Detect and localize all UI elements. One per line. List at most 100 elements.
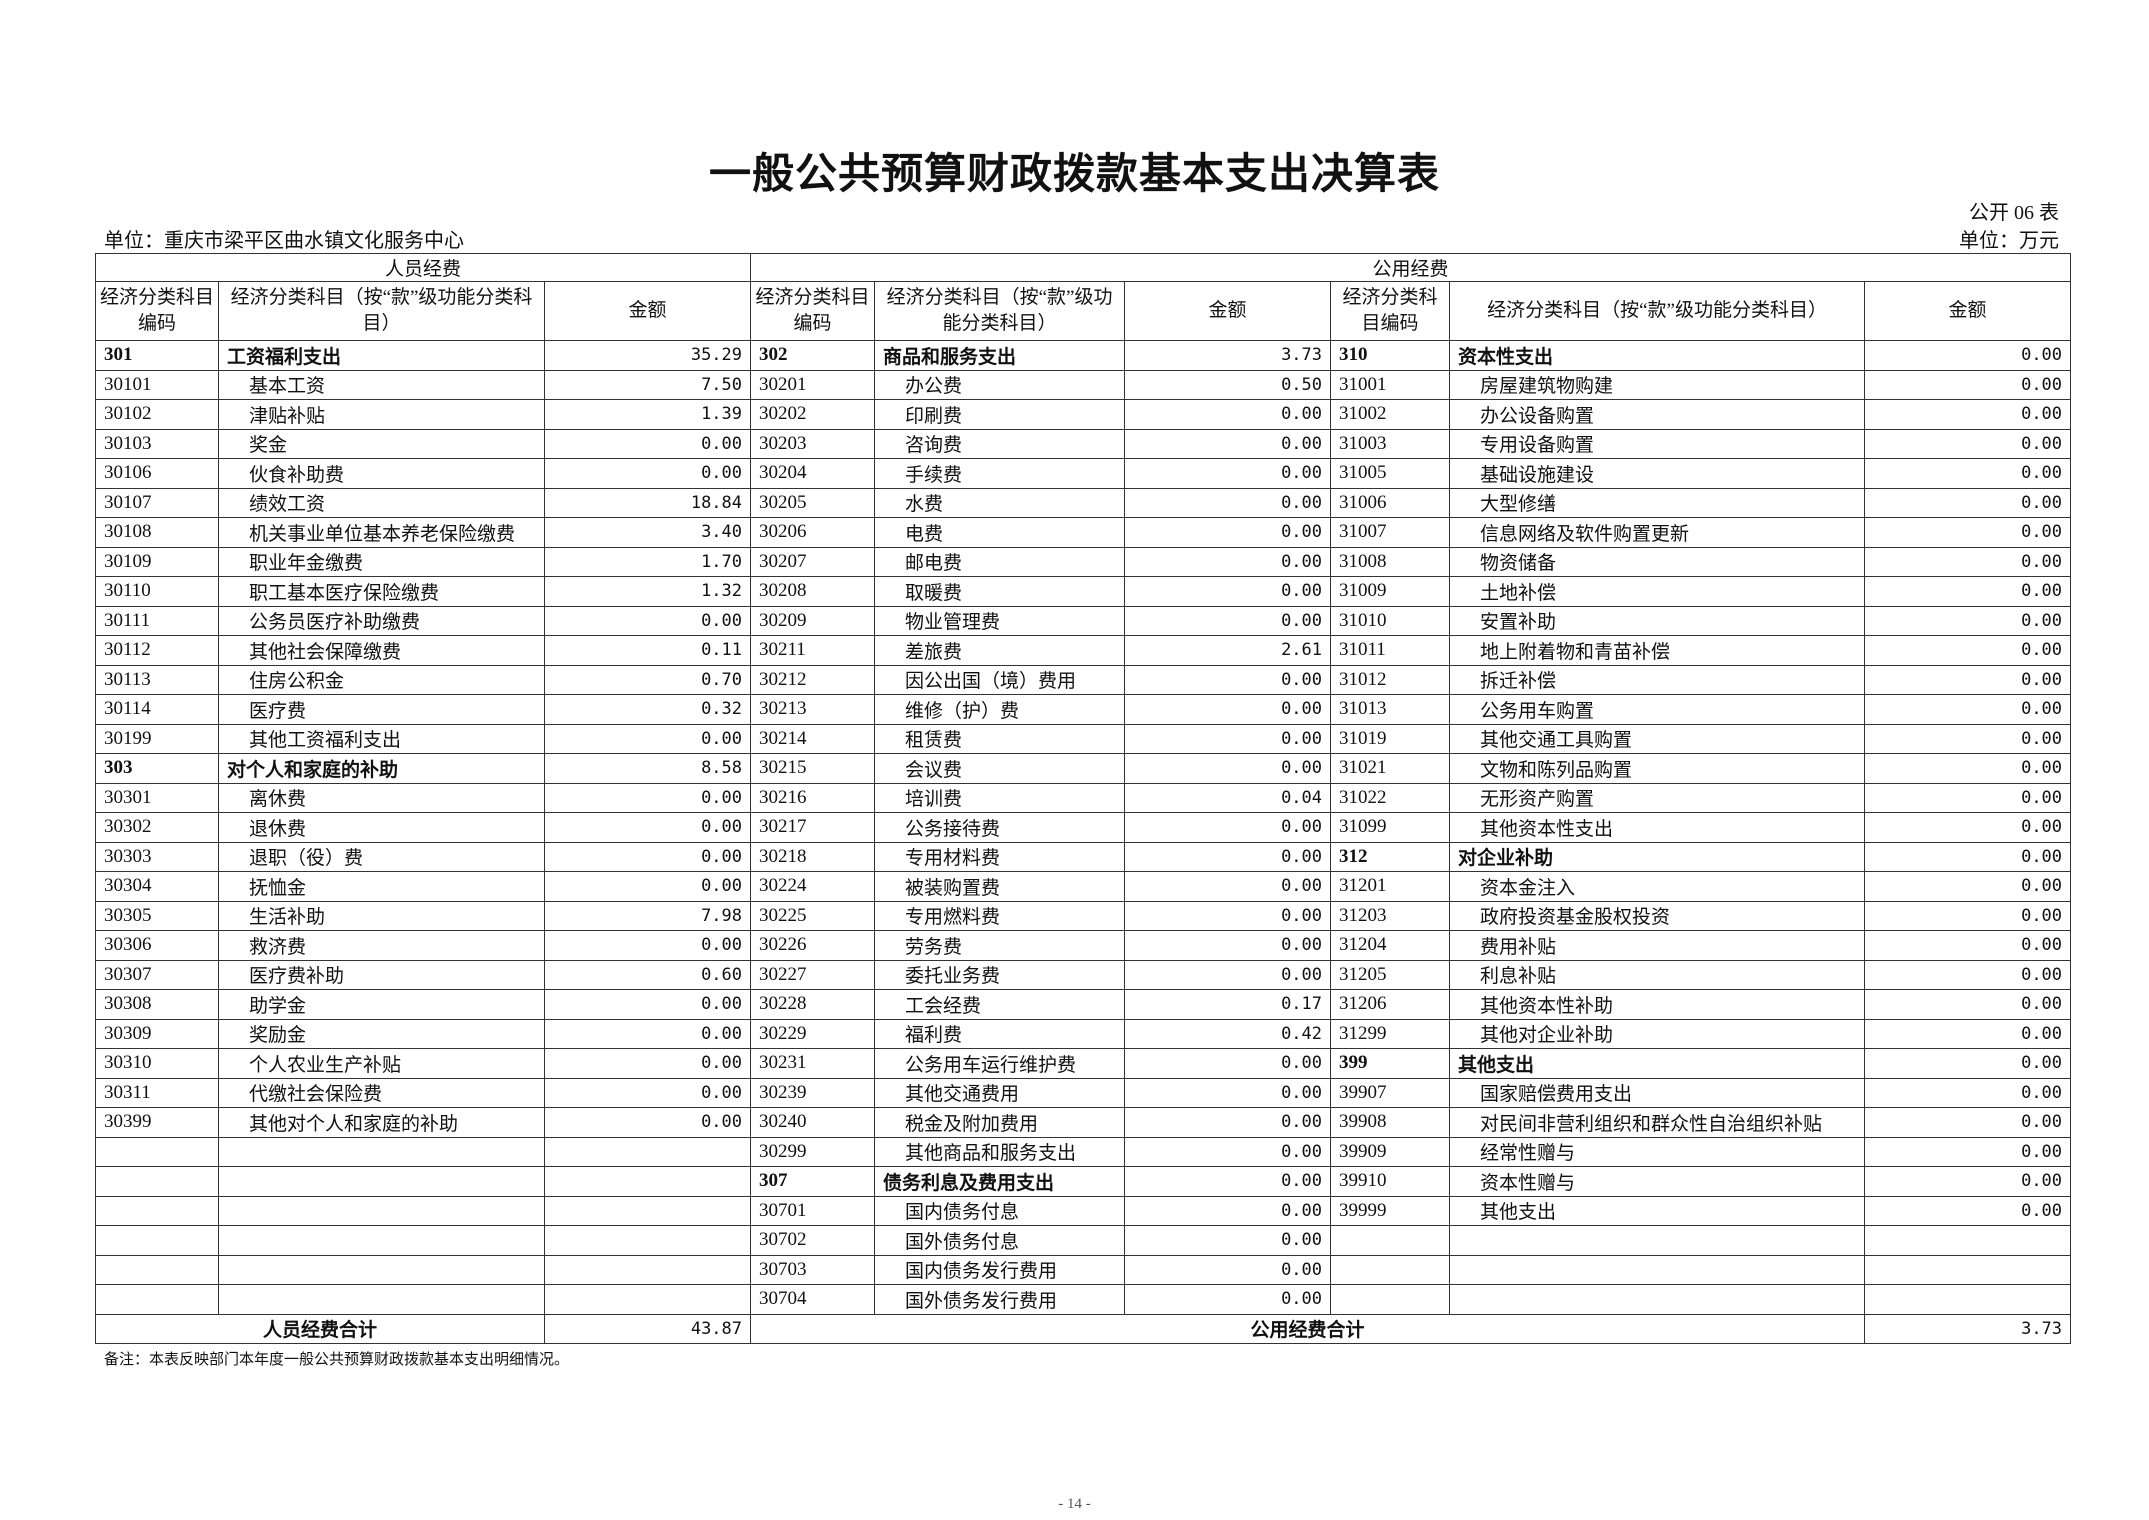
left-name-cell [218, 1284, 545, 1315]
right-name-cell: 政府投资基金股权投资 [1449, 900, 1866, 931]
right-name-cell: 基础设施建设 [1449, 458, 1866, 489]
right-amount-cell [1864, 1225, 2072, 1256]
mid-name-cell: 电费 [874, 517, 1126, 548]
mid-name-cell: 被装购置费 [874, 871, 1126, 902]
mid-code-cell: 30218 [750, 841, 876, 872]
left-name-cell: 公务员医疗补助缴费 [218, 605, 545, 636]
mid-amount-cell: 0.00 [1124, 1195, 1332, 1226]
right-amount-cell: 0.00 [1864, 1195, 2072, 1226]
left-name-cell: 个人农业生产补贴 [218, 1048, 545, 1079]
right-name-cell: 资本性赠与 [1449, 1166, 1866, 1197]
mid-amount-cell: 0.42 [1124, 1018, 1332, 1049]
right-code-cell: 31001 [1330, 369, 1451, 400]
left-amount-cell: 0.00 [543, 871, 752, 902]
right-code-cell: 31206 [1330, 989, 1451, 1020]
right-name-cell: 信息网络及软件购置更新 [1449, 517, 1866, 548]
right-code-cell: 39908 [1330, 1107, 1451, 1138]
left-name-cell: 津贴补贴 [218, 399, 545, 430]
left-amount-cell: 0.00 [543, 841, 752, 872]
right-name-cell: 地上附着物和青苗补偿 [1449, 635, 1866, 666]
mid-code-cell: 30229 [750, 1018, 876, 1049]
left-name-cell: 离休费 [218, 782, 545, 813]
table-row: 30399 其他对个人和家庭的补助 0.00 30240 税金及附加费用 0.00 3990… [95, 1107, 2072, 1138]
right-amount-cell: 0.00 [1864, 605, 2072, 636]
mid-name-cell: 邮电费 [874, 546, 1126, 577]
mid-name-cell: 国内债务发行费用 [874, 1254, 1126, 1285]
mid-code-cell: 30214 [750, 723, 876, 754]
left-code-cell: 30399 [95, 1107, 219, 1138]
left-code-cell [95, 1195, 219, 1226]
right-name-cell: 资本性支出 [1449, 340, 1866, 371]
mid-amount-cell: 2.61 [1124, 635, 1332, 666]
right-amount-cell: 0.00 [1864, 900, 2072, 931]
right-name-cell: 其他支出 [1449, 1195, 1866, 1226]
left-name-cell [218, 1254, 545, 1285]
right-code-cell [1330, 1254, 1451, 1285]
right-amount-cell: 0.00 [1864, 487, 2072, 518]
mid-name-cell: 因公出国（境）费用 [874, 664, 1126, 695]
right-code-cell: 31205 [1330, 959, 1451, 990]
mid-code-cell: 30212 [750, 664, 876, 695]
left-name-cell: 生活补助 [218, 900, 545, 931]
header-right-code: 经济分类科目编码 [1330, 281, 1451, 341]
mid-amount-cell: 0.00 [1124, 753, 1332, 784]
right-name-cell: 其他对企业补助 [1449, 1018, 1866, 1049]
form-number: 公开 06 表 [1969, 202, 2059, 224]
mid-code-cell: 30215 [750, 753, 876, 784]
left-name-cell: 对个人和家庭的补助 [218, 753, 545, 784]
left-amount-cell: 35.29 [543, 340, 752, 371]
table-row: 30110 职工基本医疗保险缴费 1.32 30208 取暖费 0.00 31009 土地补偿… [95, 576, 2072, 607]
right-name-cell: 其他资本性补助 [1449, 989, 1866, 1020]
table-row: 30112 其他社会保障缴费 0.11 30211 差旅费 2.61 31011 地上附着物和… [95, 635, 2072, 666]
right-code-cell: 31007 [1330, 517, 1451, 548]
mid-amount-cell: 0.00 [1124, 694, 1332, 725]
mid-amount-cell: 3.73 [1124, 340, 1332, 371]
left-code-cell [95, 1254, 219, 1285]
left-name-cell [218, 1195, 545, 1226]
right-amount-cell: 0.00 [1864, 989, 2072, 1020]
table-row: 30305 生活补助 7.98 30225 专用燃料费 0.00 31203 政府投资基金股权… [95, 900, 2072, 931]
header-left-name: 经济分类科目（按“款”级功能分类科目） [218, 281, 545, 341]
left-code-cell: 30302 [95, 812, 219, 843]
left-name-cell: 抚恤金 [218, 871, 545, 902]
table-row: 30299 其他商品和服务支出 0.00 39909 经常性赠与 0.00 [95, 1136, 2072, 1167]
left-code-cell: 301 [95, 340, 219, 371]
right-name-cell: 费用补贴 [1449, 930, 1866, 961]
right-amount-cell: 0.00 [1864, 694, 2072, 725]
mid-code-cell: 30201 [750, 369, 876, 400]
right-amount-cell: 0.00 [1864, 871, 2072, 902]
left-code-cell: 30107 [95, 487, 219, 518]
right-name-cell: 专用设备购置 [1449, 428, 1866, 459]
table-row: 30107 绩效工资 18.84 30205 水费 0.00 31006 大型修缮 0.00 [95, 487, 2072, 518]
mid-name-cell: 福利费 [874, 1018, 1126, 1049]
right-code-cell: 31203 [1330, 900, 1451, 931]
mid-name-cell: 租赁费 [874, 723, 1126, 754]
right-amount-cell: 0.00 [1864, 841, 2072, 872]
right-amount-cell [1864, 1284, 2072, 1315]
right-amount-cell: 0.00 [1864, 1077, 2072, 1108]
left-code-cell: 30310 [95, 1048, 219, 1079]
left-amount-cell: 0.00 [543, 782, 752, 813]
mid-name-cell: 会议费 [874, 753, 1126, 784]
mid-amount-cell: 0.00 [1124, 1136, 1332, 1167]
right-name-cell: 房屋建筑物购建 [1449, 369, 1866, 400]
right-amount-cell: 0.00 [1864, 1136, 2072, 1167]
footnote: 备注：本表反映部门本年度一般公共预算财政拨款基本支出明细情况。 [104, 1352, 570, 1368]
column-header-row: 经济分类科目编码 经济分类科目（按“款”级功能分类科目） 金额 经济分类科目编码… [95, 281, 2072, 341]
right-code-cell: 31010 [1330, 605, 1451, 636]
left-code-cell: 30303 [95, 841, 219, 872]
right-name-cell: 资本金注入 [1449, 871, 1866, 902]
personnel-total-label: 人员经费合计 [95, 1313, 545, 1344]
left-code-cell: 30109 [95, 546, 219, 577]
right-amount-cell: 0.00 [1864, 812, 2072, 843]
unit-currency: 单位：万元 [1959, 230, 2059, 252]
right-code-cell: 31008 [1330, 546, 1451, 577]
mid-name-cell: 咨询费 [874, 428, 1126, 459]
mid-code-cell: 30202 [750, 399, 876, 430]
right-name-cell: 大型修缮 [1449, 487, 1866, 518]
left-amount-cell: 0.32 [543, 694, 752, 725]
total-row: 人员经费合计 43.87 公用经费合计 3.73 [95, 1313, 2072, 1344]
right-amount-cell: 0.00 [1864, 782, 2072, 813]
mid-code-cell: 30211 [750, 635, 876, 666]
mid-name-cell: 手续费 [874, 458, 1126, 489]
